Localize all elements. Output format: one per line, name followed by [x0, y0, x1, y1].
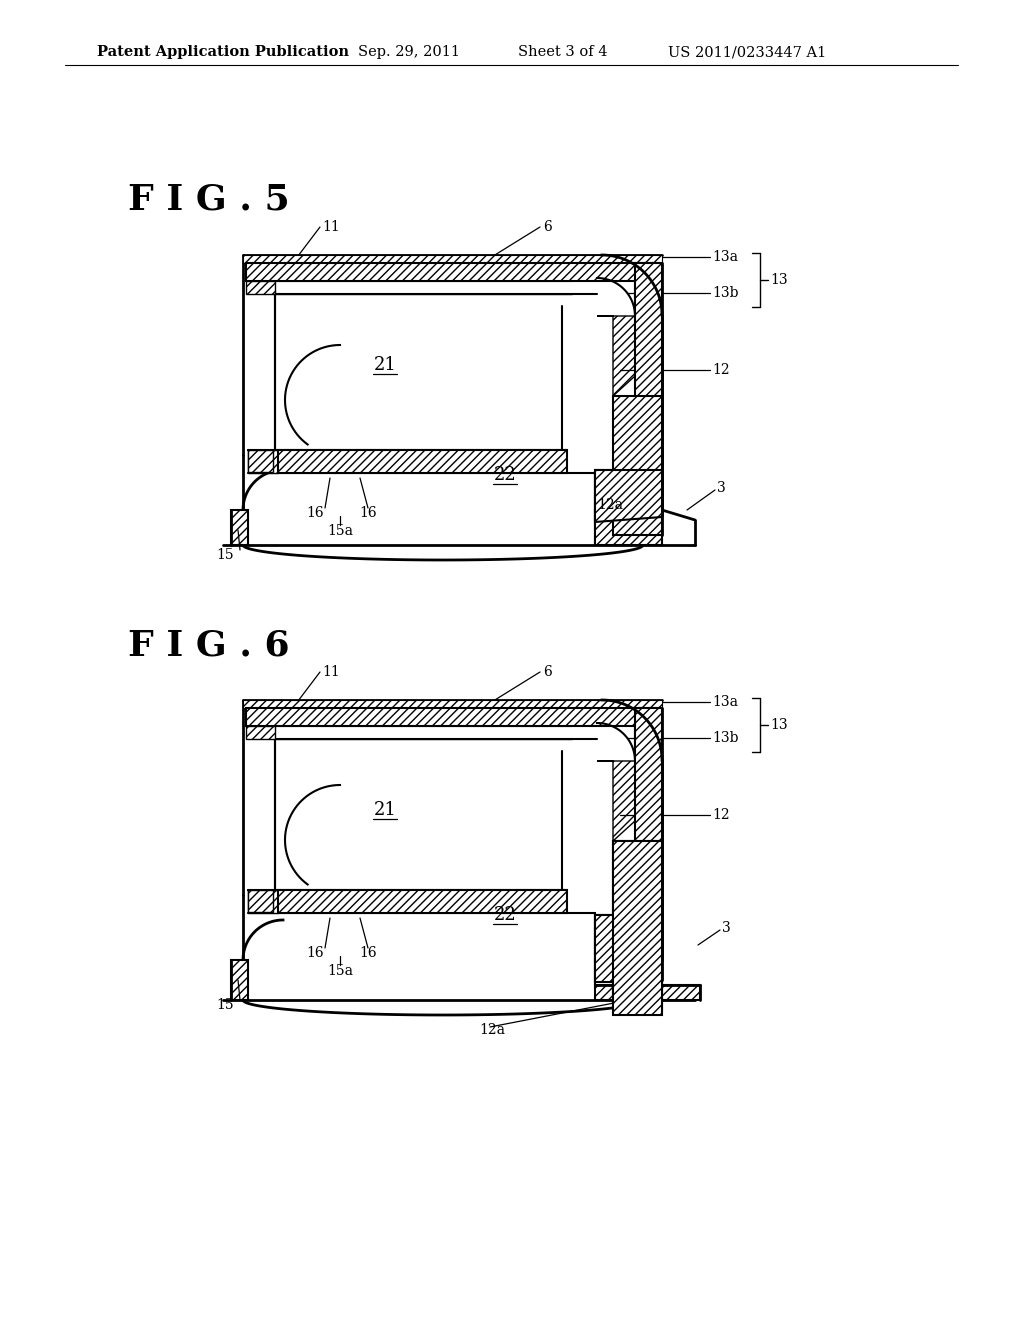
Text: 6: 6 — [543, 220, 552, 234]
Text: 3: 3 — [722, 921, 731, 935]
Polygon shape — [613, 396, 662, 535]
Text: 12a: 12a — [597, 498, 623, 512]
Polygon shape — [231, 960, 248, 1001]
Polygon shape — [246, 263, 659, 281]
Polygon shape — [243, 700, 662, 708]
Text: US 2011/0233447 A1: US 2011/0233447 A1 — [668, 45, 826, 59]
Text: 13b: 13b — [712, 286, 738, 300]
Polygon shape — [635, 708, 662, 950]
Text: 15: 15 — [216, 998, 233, 1012]
Text: 6: 6 — [543, 665, 552, 678]
Text: 22: 22 — [494, 906, 516, 924]
Text: Patent Application Publication: Patent Application Publication — [97, 45, 349, 59]
Polygon shape — [246, 281, 275, 294]
Text: 16: 16 — [359, 506, 377, 520]
Polygon shape — [613, 841, 662, 1015]
Text: 16: 16 — [306, 506, 324, 520]
Text: 12: 12 — [712, 808, 730, 822]
Text: 13: 13 — [770, 718, 787, 733]
Text: 11: 11 — [322, 220, 340, 234]
Polygon shape — [613, 841, 662, 1010]
Text: 15: 15 — [216, 548, 233, 562]
Polygon shape — [248, 890, 273, 912]
Text: 16: 16 — [306, 946, 324, 960]
Text: 13a: 13a — [712, 696, 738, 709]
Text: 13b: 13b — [712, 731, 738, 744]
Text: 11: 11 — [322, 665, 340, 678]
Polygon shape — [595, 510, 662, 545]
Polygon shape — [597, 762, 635, 841]
Text: 12: 12 — [712, 363, 730, 378]
Text: 21: 21 — [374, 356, 396, 374]
Text: 3: 3 — [717, 480, 726, 495]
Text: 21: 21 — [374, 801, 396, 818]
Text: Sheet 3 of 4: Sheet 3 of 4 — [518, 45, 607, 59]
Polygon shape — [246, 708, 659, 726]
Polygon shape — [231, 510, 248, 545]
Polygon shape — [248, 890, 278, 913]
Text: F I G . 5: F I G . 5 — [128, 183, 290, 216]
Text: F I G . 6: F I G . 6 — [128, 628, 290, 663]
Polygon shape — [595, 915, 662, 982]
Polygon shape — [278, 450, 567, 473]
Text: 22: 22 — [494, 466, 516, 484]
Polygon shape — [248, 450, 273, 473]
Text: 12a: 12a — [479, 1023, 505, 1038]
Polygon shape — [635, 263, 662, 506]
Text: 15a: 15a — [327, 964, 353, 978]
Text: 16: 16 — [359, 946, 377, 960]
Polygon shape — [248, 450, 278, 473]
Polygon shape — [243, 255, 662, 263]
Polygon shape — [597, 315, 635, 396]
Text: 15a: 15a — [327, 524, 353, 539]
Text: 13: 13 — [770, 273, 787, 286]
Polygon shape — [595, 985, 700, 1001]
Text: 13a: 13a — [712, 249, 738, 264]
Polygon shape — [595, 470, 662, 521]
Polygon shape — [278, 890, 567, 913]
Text: Sep. 29, 2011: Sep. 29, 2011 — [358, 45, 460, 59]
Polygon shape — [246, 726, 275, 739]
